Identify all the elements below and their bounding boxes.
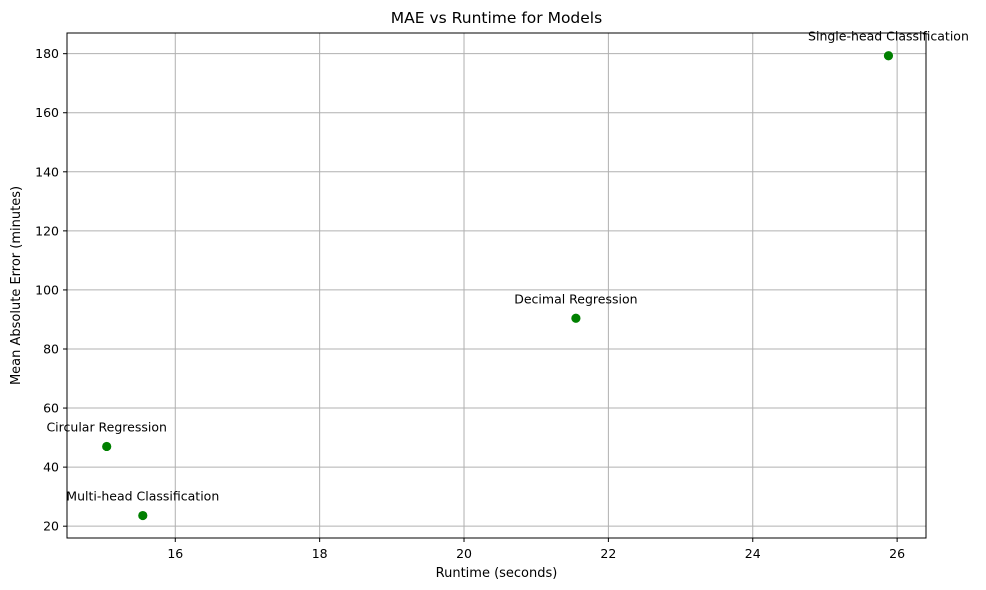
plot-frame <box>66 32 927 539</box>
y-axis-title: Mean Absolute Error (minutes) <box>9 186 24 385</box>
data-point <box>883 51 894 61</box>
data-point-label: Single-head Classification <box>808 29 969 44</box>
y-tick-label: 120 <box>35 223 59 238</box>
y-tick-label: 100 <box>35 282 59 297</box>
grid-layer <box>67 33 926 538</box>
data-point <box>102 441 112 452</box>
chart-title: MAE vs Runtime for Models <box>391 9 602 27</box>
x-tick-label: 18 <box>312 546 328 561</box>
x-tick-label: 22 <box>600 546 616 561</box>
x-tick-label: 26 <box>889 546 905 561</box>
data-point <box>571 313 581 323</box>
data-point <box>138 510 148 521</box>
y-tick-label: 140 <box>35 164 59 179</box>
data-point-label: Decimal Regression <box>514 291 637 306</box>
x-tick-label: 16 <box>167 546 183 561</box>
y-tick-label: 20 <box>43 519 59 534</box>
tick-layer: 16 18 20 22 24 26 20 40 60 80 100 120 140 160 180 <box>35 46 905 561</box>
y-tick-label: 40 <box>43 460 59 475</box>
y-tick-label: 80 <box>43 341 59 356</box>
data-point-label: Multi-head Classification <box>66 489 219 504</box>
x-axis-title: Runtime (seconds) <box>436 566 558 581</box>
point-layer: Circular Regression Multi-head Classifica… <box>46 29 969 521</box>
data-point-label: Circular Regression <box>46 419 166 434</box>
y-tick-label: 180 <box>35 46 59 61</box>
y-tick-label: 60 <box>43 401 59 416</box>
x-tick-label: 24 <box>745 546 761 561</box>
y-tick-label: 160 <box>35 105 59 120</box>
x-tick-label: 20 <box>456 546 472 561</box>
